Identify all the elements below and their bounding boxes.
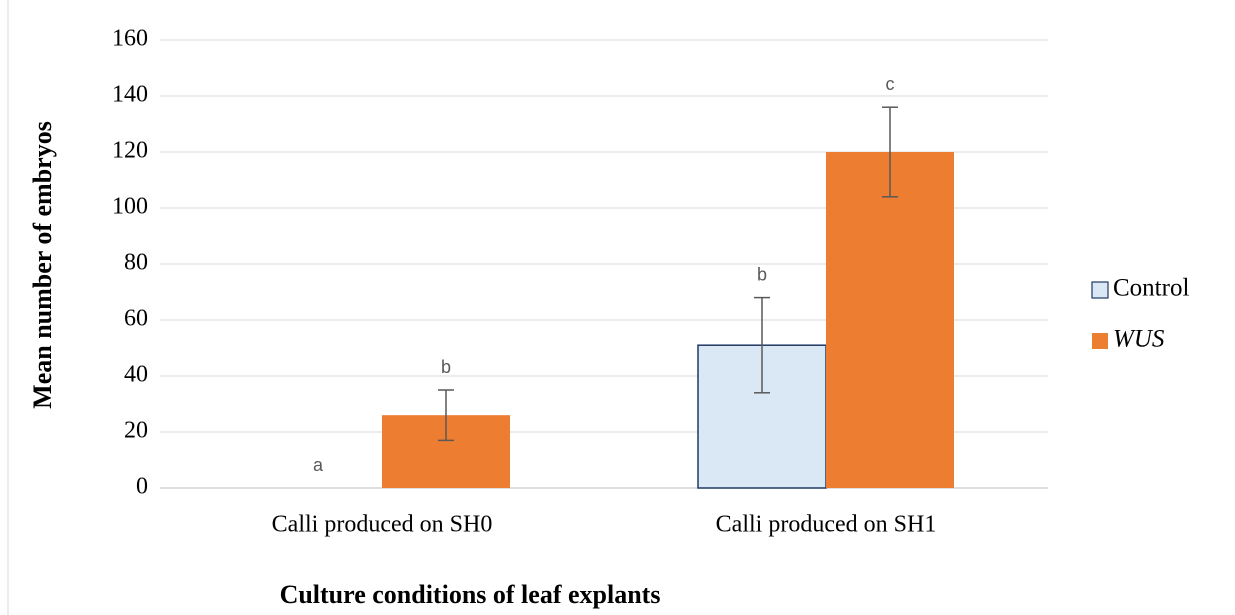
significance-letter: b bbox=[757, 264, 767, 284]
x-tick-label: Calli produced on SH0 bbox=[272, 512, 493, 538]
bar bbox=[826, 152, 954, 488]
y-axis-title: Mean number of embryos bbox=[28, 121, 57, 409]
y-tick-label: 100 bbox=[112, 194, 148, 220]
y-tick-label: 0 bbox=[136, 474, 148, 500]
significance-letter: b bbox=[441, 357, 451, 377]
significance-letter: c bbox=[886, 74, 895, 94]
legend-swatch bbox=[1092, 333, 1108, 349]
x-tick-label: Calli produced on SH1 bbox=[716, 512, 937, 538]
significance-letter: a bbox=[313, 455, 324, 475]
y-tick-label: 80 bbox=[124, 250, 148, 276]
y-tick-label: 160 bbox=[112, 26, 148, 52]
y-tick-label: 20 bbox=[124, 418, 148, 444]
legend-swatch bbox=[1091, 281, 1109, 299]
y-tick-label: 140 bbox=[112, 82, 148, 108]
legend-label: Control bbox=[1113, 275, 1189, 302]
legend-label: WUS bbox=[1113, 326, 1165, 353]
y-tick-label: 120 bbox=[112, 138, 148, 164]
y-tick-label: 60 bbox=[124, 306, 148, 332]
x-axis-title: Culture conditions of leaf explants bbox=[280, 580, 661, 609]
y-tick-label: 40 bbox=[124, 362, 148, 388]
